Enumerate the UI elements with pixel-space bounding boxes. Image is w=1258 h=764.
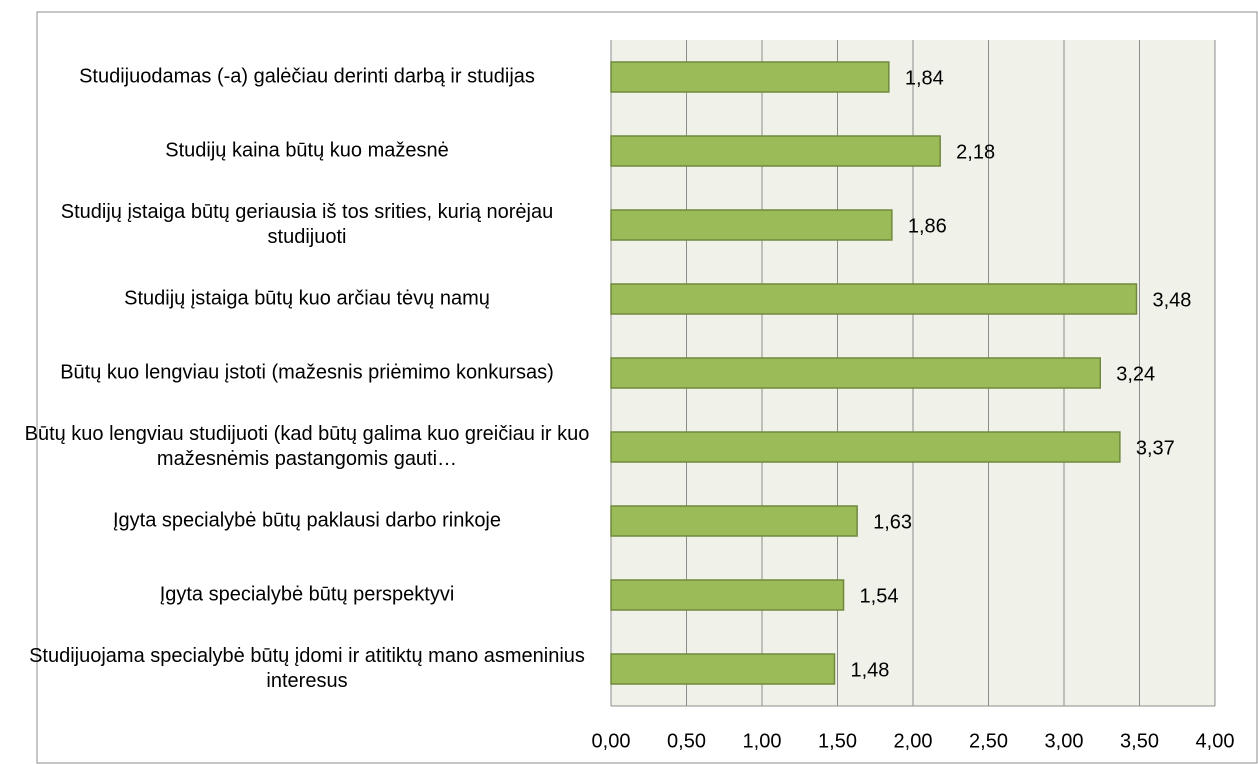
- x-tick-label: 2,50: [969, 730, 1008, 752]
- data-label: 3,24: [1116, 363, 1155, 385]
- data-label: 3,48: [1152, 289, 1191, 311]
- x-tick-label: 3,00: [1045, 730, 1084, 752]
- bar: [610, 209, 893, 241]
- data-label: 1,86: [908, 215, 947, 237]
- data-label: 3,37: [1136, 437, 1175, 459]
- bar: [610, 61, 890, 93]
- y-tick-label: Būtų kuo lengviau studijuoti (kad būtų g…: [24, 423, 590, 470]
- y-tick-label: Būtų kuo lengviau įstoti (mažesnis priėm…: [60, 361, 554, 384]
- y-tick-label: Studijuojama specialybė būtų įdomi ir at…: [29, 645, 585, 692]
- data-label: 2,18: [956, 141, 995, 163]
- y-tick-label: Studijų kaina būtų kuo mažesnė: [165, 139, 449, 162]
- data-label: 1,54: [860, 585, 899, 607]
- x-tick-label: 3,50: [1120, 730, 1159, 752]
- y-tick-label: Studijų įstaiga būtų kuo arčiau tėvų nam…: [124, 287, 490, 310]
- x-tick-label: 1,50: [818, 730, 857, 752]
- data-label: 1,63: [873, 511, 912, 533]
- bar: [610, 431, 1121, 463]
- x-tick-label: 4,00: [1196, 730, 1235, 752]
- x-tick-label: 0,50: [667, 730, 706, 752]
- x-tick-label: 0,00: [592, 730, 631, 752]
- y-tick-label: Įgyta specialybė būtų paklausi darbo rin…: [112, 509, 502, 532]
- data-label: 1,48: [850, 659, 889, 681]
- bar: [610, 653, 836, 685]
- x-tick-label: 2,00: [894, 730, 933, 752]
- y-tick-label: Studijų įstaiga būtų geriausia iš tos sr…: [60, 201, 554, 248]
- data-label: 1,84: [905, 67, 944, 89]
- y-tick-label: Studijuodamas (-a) galėčiau derinti darb…: [79, 65, 535, 88]
- x-tick-label: 1,00: [743, 730, 782, 752]
- bar: [610, 357, 1101, 389]
- bar: [610, 135, 941, 167]
- bar: [610, 505, 858, 537]
- y-tick-label: Įgyta specialybė būtų perspektyvi: [159, 583, 455, 606]
- bar: [610, 579, 845, 611]
- bar: [610, 283, 1138, 315]
